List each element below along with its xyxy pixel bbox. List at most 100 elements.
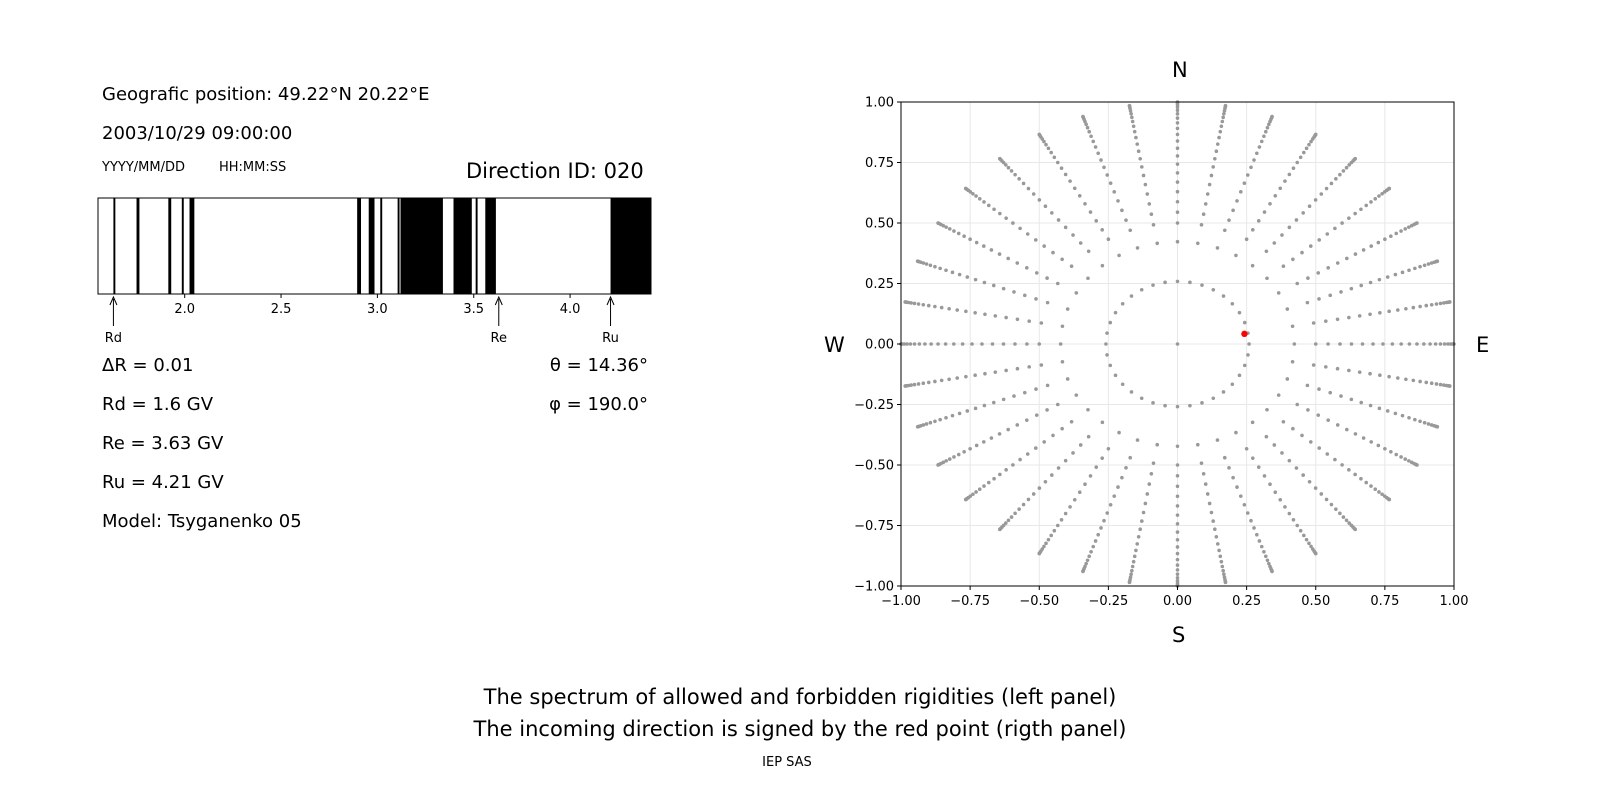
- direction-point: [1015, 261, 1020, 265]
- direction-point: [1034, 297, 1038, 301]
- direction-point: [1399, 342, 1403, 346]
- direction-point: [1039, 363, 1044, 367]
- direction-point: [1034, 413, 1039, 417]
- direction-point: [1105, 353, 1109, 357]
- direction-point: [1112, 190, 1117, 194]
- map-y-tick-label: −0.50: [854, 459, 894, 474]
- direction-point: [1065, 377, 1070, 381]
- direction-point: [980, 342, 984, 346]
- direction-point: [1316, 271, 1321, 275]
- direction-point: [1039, 321, 1044, 325]
- direction-point: [1175, 572, 1180, 576]
- direction-point: [1120, 382, 1125, 387]
- direction-point: [947, 306, 951, 311]
- direction-point: [1085, 558, 1090, 563]
- spectrum-markers: Rd Re Ru: [105, 295, 619, 346]
- direction-point: [989, 436, 994, 440]
- direction-point: [973, 406, 978, 411]
- direction-point: [1309, 139, 1313, 144]
- direction-point: [1140, 519, 1144, 523]
- direction-point: [1128, 455, 1133, 460]
- direction-point: [1249, 518, 1253, 523]
- direction-point: [1091, 139, 1096, 144]
- direction-point: [1195, 241, 1200, 246]
- direction-point: [1438, 342, 1443, 346]
- direction-point: [1394, 452, 1399, 457]
- direction-point: [1380, 492, 1384, 497]
- direction-point: [997, 432, 1002, 436]
- direction-point: [1077, 490, 1082, 494]
- direction-point: [1268, 201, 1272, 206]
- direction-point: [1084, 561, 1088, 566]
- direction-point: [1046, 146, 1051, 151]
- direction-point: [1129, 294, 1134, 298]
- direction-point: [997, 527, 1002, 532]
- direction-point: [1294, 466, 1299, 470]
- direction-point: [1360, 342, 1365, 346]
- direction-point: [1015, 317, 1020, 322]
- direction-point: [1377, 277, 1382, 282]
- direction-point: [1100, 456, 1105, 460]
- direction-point: [1001, 286, 1006, 291]
- direction-point: [968, 446, 972, 451]
- direction-point: [1175, 494, 1180, 499]
- direction-point: [1081, 569, 1085, 574]
- direction-point: [1105, 331, 1109, 335]
- direction-point: [1108, 503, 1113, 507]
- direction-point: [977, 196, 982, 201]
- direction-point: [1338, 172, 1342, 177]
- direction-point: [928, 420, 933, 425]
- direction-point: [1219, 559, 1224, 564]
- direction-point: [1306, 276, 1310, 280]
- direction-point: [1100, 420, 1105, 425]
- direction-point: [1215, 438, 1220, 442]
- direction-point: [1364, 480, 1369, 485]
- direction-point: [1294, 218, 1299, 222]
- direction-point: [1138, 156, 1142, 161]
- map-x-tick-label: −0.25: [1088, 594, 1128, 609]
- direction-point: [1280, 451, 1284, 455]
- direction-point: [1209, 510, 1214, 515]
- direction-point: [1012, 394, 1016, 398]
- direction-point: [1325, 232, 1330, 236]
- direction-point: [933, 419, 937, 424]
- direction-point: [1143, 501, 1148, 506]
- direction-point: [981, 440, 986, 444]
- direction-point: [1072, 497, 1077, 502]
- direction-point: [1056, 466, 1061, 470]
- direction-point: [1203, 482, 1208, 486]
- direction-point: [1238, 190, 1243, 194]
- direction-point: [944, 415, 948, 420]
- direction-point: [1435, 259, 1440, 264]
- direction-point: [943, 342, 948, 346]
- direction-point: [1175, 557, 1180, 562]
- direction-point: [1404, 377, 1408, 382]
- direction-point: [1151, 461, 1156, 465]
- direction-point: [1377, 490, 1381, 494]
- marker-label: Ru: [602, 331, 619, 346]
- direction-point: [1214, 535, 1219, 539]
- direction-point: [1009, 515, 1014, 519]
- direction-point: [1219, 124, 1224, 129]
- direction-point: [957, 272, 962, 277]
- direction-point: [1418, 379, 1422, 384]
- direction-point: [1102, 518, 1106, 523]
- direction-point: [952, 455, 956, 459]
- phi-value: φ = 190.0°: [549, 394, 648, 415]
- direction-point: [1442, 342, 1447, 346]
- direction-point: [1395, 308, 1400, 312]
- direction-point: [921, 381, 926, 386]
- direction-point: [1273, 194, 1278, 198]
- direction-point: [963, 497, 968, 502]
- direction-point: [993, 370, 998, 374]
- direction-point: [1113, 310, 1118, 315]
- direction-point: [1175, 474, 1180, 478]
- direction-point: [1292, 342, 1297, 346]
- direction-point: [1221, 294, 1226, 298]
- direction-point: [1033, 238, 1038, 242]
- direction-point: [1037, 198, 1042, 202]
- direction-point: [1175, 146, 1180, 151]
- direction-point: [1138, 527, 1142, 532]
- direction-point: [1250, 456, 1255, 460]
- direction-point: [1175, 537, 1180, 542]
